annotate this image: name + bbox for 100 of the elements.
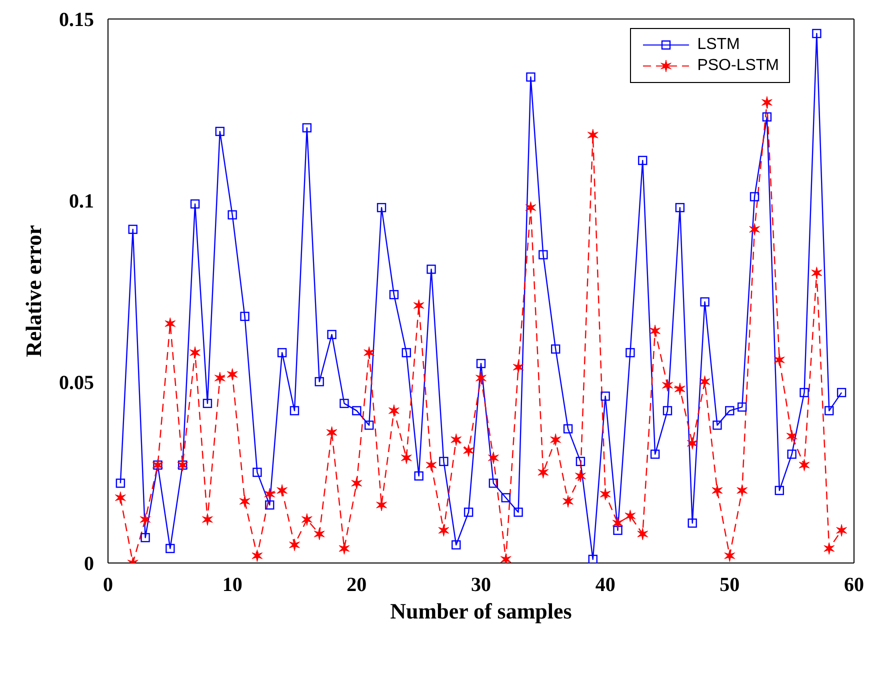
point bbox=[800, 388, 809, 398]
point bbox=[314, 528, 325, 540]
point bbox=[612, 516, 624, 530]
point bbox=[463, 444, 474, 457]
point bbox=[675, 202, 685, 212]
point bbox=[525, 201, 536, 214]
point bbox=[576, 456, 586, 466]
point bbox=[226, 368, 238, 381]
y-axis-title: Relative error bbox=[20, 224, 46, 358]
point bbox=[712, 420, 722, 430]
point bbox=[276, 484, 288, 497]
point bbox=[327, 330, 336, 340]
point bbox=[352, 406, 362, 416]
point bbox=[824, 406, 834, 416]
point bbox=[563, 424, 573, 434]
point bbox=[626, 348, 635, 358]
point bbox=[438, 524, 450, 537]
point bbox=[116, 478, 126, 488]
point bbox=[688, 518, 697, 528]
point bbox=[252, 468, 262, 477]
x-tick-label: 40 bbox=[595, 574, 616, 596]
point bbox=[128, 224, 138, 234]
point bbox=[750, 192, 760, 202]
legend-label: PSO-LSTM bbox=[697, 57, 779, 75]
point bbox=[674, 382, 686, 396]
point bbox=[338, 542, 350, 555]
point bbox=[364, 420, 374, 430]
point bbox=[699, 375, 710, 388]
point bbox=[686, 437, 698, 450]
point bbox=[240, 312, 250, 321]
point bbox=[836, 524, 848, 537]
point bbox=[140, 533, 150, 542]
point bbox=[774, 354, 785, 366]
point bbox=[575, 470, 586, 482]
point bbox=[749, 223, 760, 236]
point bbox=[624, 510, 636, 522]
point bbox=[277, 348, 287, 358]
point bbox=[650, 450, 660, 459]
point bbox=[600, 392, 610, 401]
point bbox=[364, 346, 375, 359]
point bbox=[650, 324, 661, 338]
point bbox=[190, 346, 200, 359]
point bbox=[476, 358, 486, 368]
point bbox=[836, 388, 846, 398]
point bbox=[600, 488, 611, 500]
point bbox=[400, 452, 412, 464]
point bbox=[376, 498, 387, 512]
point bbox=[587, 128, 598, 142]
point bbox=[562, 495, 574, 508]
point bbox=[340, 398, 349, 408]
y-tick-label: 0.15 bbox=[59, 9, 94, 32]
point bbox=[786, 430, 798, 442]
point bbox=[389, 290, 399, 300]
point bbox=[202, 398, 212, 408]
point bbox=[302, 123, 312, 132]
point bbox=[202, 513, 213, 526]
x-tick-label: 50 bbox=[720, 574, 740, 596]
point bbox=[762, 112, 772, 122]
point bbox=[724, 549, 736, 562]
point bbox=[228, 210, 237, 220]
point bbox=[662, 406, 672, 416]
point bbox=[426, 458, 437, 472]
point bbox=[351, 476, 362, 490]
point bbox=[762, 96, 772, 109]
point bbox=[114, 491, 126, 504]
point bbox=[314, 377, 324, 386]
point bbox=[402, 348, 411, 358]
point bbox=[215, 126, 224, 136]
point bbox=[190, 199, 200, 209]
point bbox=[725, 406, 734, 416]
point bbox=[811, 266, 822, 280]
point bbox=[514, 508, 523, 517]
y-tick-label: 0 bbox=[84, 553, 94, 576]
point bbox=[264, 488, 276, 500]
point bbox=[638, 156, 648, 166]
point bbox=[538, 466, 549, 479]
point bbox=[774, 486, 784, 496]
point bbox=[252, 549, 263, 562]
point bbox=[214, 372, 226, 384]
point bbox=[376, 202, 386, 212]
point bbox=[426, 264, 436, 274]
point bbox=[736, 484, 748, 497]
point bbox=[512, 360, 524, 374]
point bbox=[488, 478, 498, 488]
point bbox=[787, 450, 796, 459]
point bbox=[166, 544, 175, 554]
y-tick-label: 0.05 bbox=[59, 372, 94, 394]
point bbox=[488, 452, 499, 464]
point bbox=[738, 402, 747, 412]
point bbox=[326, 426, 338, 439]
point bbox=[526, 72, 536, 82]
point bbox=[538, 250, 548, 260]
point bbox=[439, 456, 448, 466]
point bbox=[798, 458, 810, 472]
point bbox=[551, 344, 560, 354]
x-tick-label: 60 bbox=[844, 574, 864, 596]
point bbox=[414, 471, 424, 481]
point bbox=[290, 406, 300, 416]
point bbox=[289, 538, 300, 552]
x-axis-title: Number of samples bbox=[390, 598, 572, 624]
